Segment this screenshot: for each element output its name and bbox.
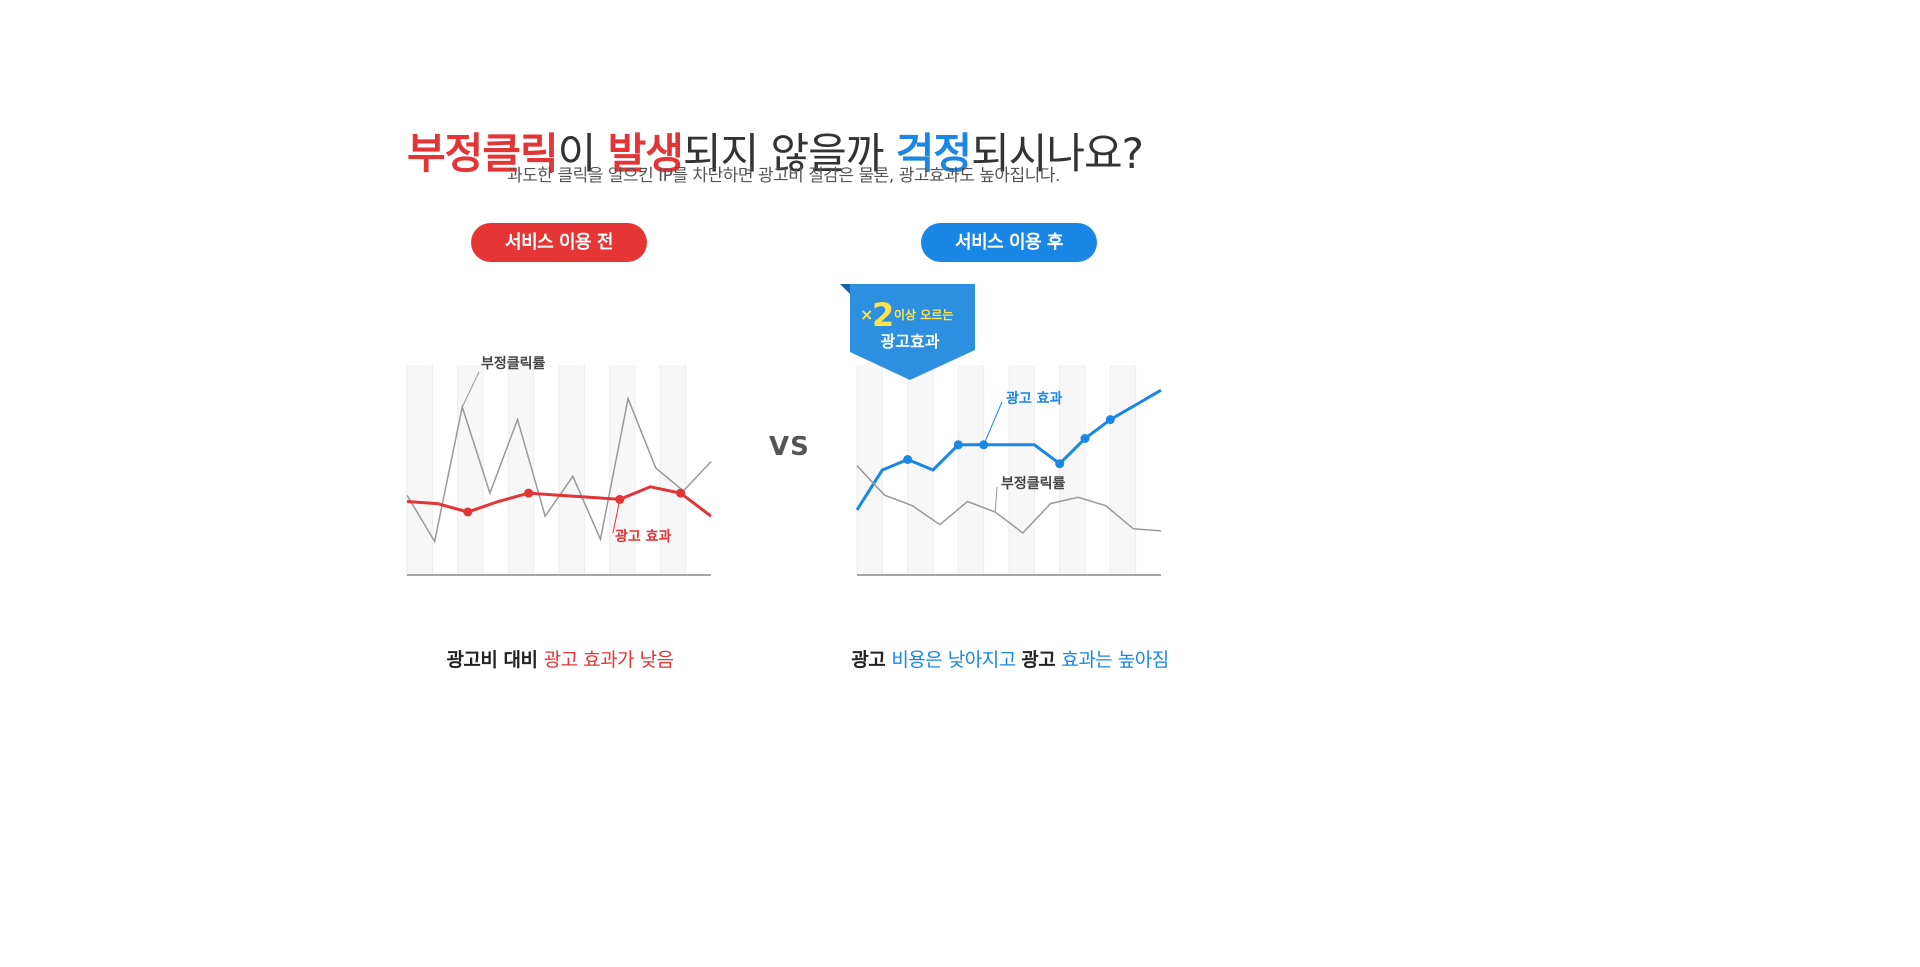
series-label: 광고 효과 (1006, 390, 1063, 407)
badge-shape (845, 284, 975, 380)
headline-worry: 걱정 (895, 129, 972, 178)
grid-column (508, 365, 534, 575)
page-subline: 과도한 클릭을 일으킨 IP를 차단하면 광고비 절감은 물론, 광고효과도 높… (507, 166, 1060, 186)
headline-text-3: 되시나요? (971, 129, 1144, 178)
grid-column (1009, 365, 1035, 575)
after-caption: 광고 비용은 낮아지고 광고 효과는 높아짐 (840, 645, 1180, 672)
series-label: 부정클릭률 (1001, 475, 1066, 492)
grid-column (1110, 365, 1136, 575)
series-label: 광고 효과 (615, 528, 672, 545)
badge-line2: 광고효과 (881, 332, 940, 351)
after-chart-lines (855, 388, 1162, 535)
before-caption-a: 광고비 대비 (446, 649, 544, 671)
headline-text-1: 이 (557, 129, 608, 178)
data-point (953, 440, 963, 450)
vs-label: VS (769, 432, 810, 462)
series-line-fraud-click-rate (856, 465, 1162, 535)
grid-column (1085, 365, 1111, 575)
before-caption-b: 광고 효과가 낮음 (543, 649, 674, 671)
grid-column (660, 365, 686, 575)
data-point (1080, 434, 1090, 443)
data-point (463, 507, 473, 517)
grid-column (1034, 365, 1060, 575)
before-service-pill: 서비스 이용 전 (471, 223, 647, 262)
grid-column (933, 365, 959, 575)
grid-column (635, 365, 661, 575)
grid-column (483, 365, 509, 575)
page-headline: 부정클릭이 발생되지 않을까 걱정되시나요? (0, 120, 1550, 181)
grid-column (1135, 365, 1161, 575)
grid-column (685, 365, 711, 575)
data-point (676, 488, 686, 498)
grid-column (407, 365, 433, 575)
data-point (903, 455, 913, 464)
grid-column (1059, 365, 1085, 575)
grid-column (457, 365, 483, 575)
grid-column (533, 365, 559, 575)
grid-column (983, 365, 1009, 575)
after-chart-background (856, 365, 1161, 576)
badge-multiplier: 2 (872, 296, 894, 334)
data-point (1105, 415, 1115, 425)
ad-effect-badge: × 2 이상 오르는 광고효과 (840, 284, 975, 380)
grid-column (584, 365, 610, 575)
label-leader-line (612, 499, 621, 534)
before-caption: 광고비 대비 광고 효과가 낮음 (395, 645, 725, 672)
grid-column (958, 365, 984, 575)
grid-column (882, 365, 908, 575)
after-caption-b: 비용은 낮아지고 (891, 649, 1022, 671)
headline-text-2: 되지 않을까 (682, 129, 896, 178)
after-caption-a: 광고 (851, 649, 892, 671)
grid-column (432, 365, 458, 575)
after-caption-c: 광고 (1021, 649, 1062, 671)
grid-column (907, 365, 933, 575)
grid-column (559, 365, 585, 575)
badge-line1: 이상 오르는 (894, 307, 953, 322)
data-point (524, 488, 534, 498)
headline-occur: 발생 (607, 129, 684, 178)
after-caption-d: 효과는 높아짐 (1061, 649, 1169, 671)
badge-fold (840, 284, 850, 294)
badge-x-mark: × (860, 305, 873, 324)
series-label: 부정클릭률 (481, 355, 546, 372)
after-service-pill: 서비스 이용 후 (921, 223, 1097, 262)
label-leader-line (983, 401, 1003, 445)
label-leader-line (461, 371, 480, 408)
label-leader-line (994, 486, 998, 513)
headline-fraud-click: 부정클릭 (407, 129, 559, 178)
data-point (1055, 459, 1065, 469)
series-line-ad-effect (406, 485, 712, 518)
